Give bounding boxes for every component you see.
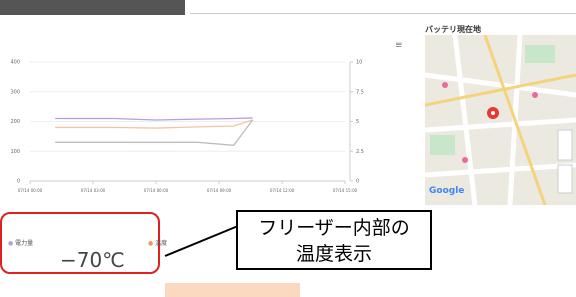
callout-line: 温度表示	[238, 241, 430, 267]
callout-line: フリーザー内部の	[238, 215, 430, 241]
callout: フリーザー内部の 温度表示	[236, 210, 432, 270]
screen: ≡ 010020030040002.557.51007/14 00:0007/1…	[0, 0, 576, 297]
